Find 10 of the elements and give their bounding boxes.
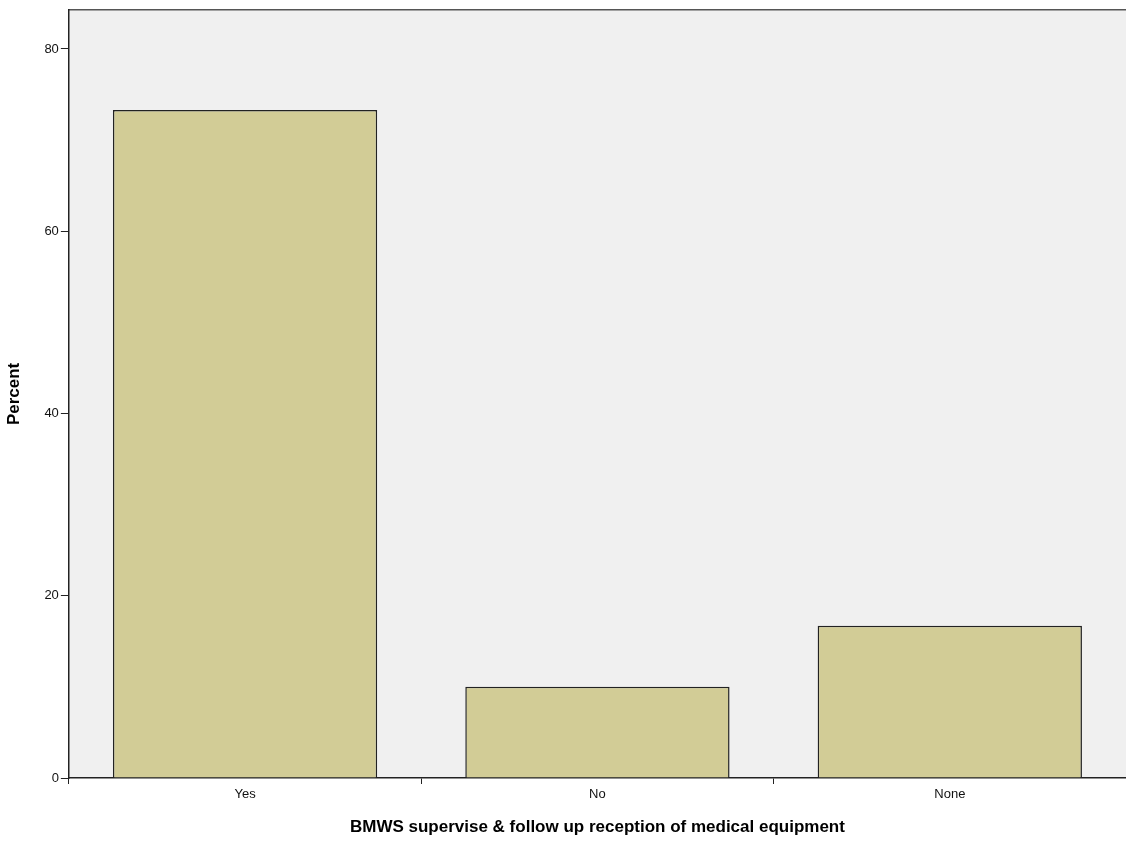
y-axis-title: Percent xyxy=(3,362,23,426)
y-tick-label: 80 xyxy=(44,40,59,56)
y-tick-label: 20 xyxy=(44,587,59,603)
x-tick-label: None xyxy=(934,786,966,802)
y-tick-label: 40 xyxy=(44,405,59,421)
y-tick-label: 60 xyxy=(44,222,59,238)
y-tick-label: 0 xyxy=(51,769,59,785)
x-tick-label: Yes xyxy=(234,786,257,802)
x-axis-title: BMWS supervise & follow up reception of medical equipment xyxy=(349,817,846,837)
x-tick-label: No xyxy=(589,786,606,802)
